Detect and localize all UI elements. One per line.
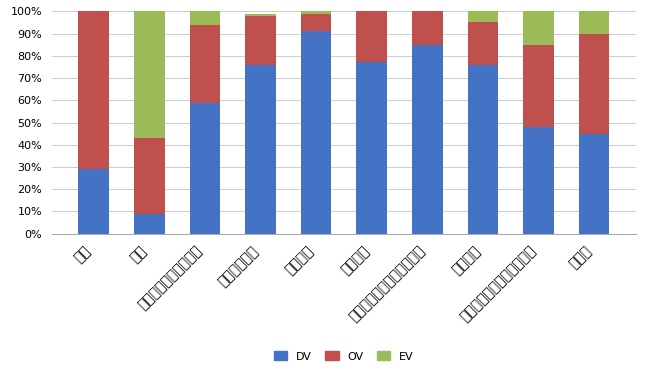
Bar [523,11,554,44]
Bar [190,11,220,25]
Bar [468,65,498,234]
Bar [301,31,332,234]
Bar [79,11,109,169]
Bar [301,11,332,14]
Bar [412,44,443,234]
Bar [412,11,443,44]
Bar [579,134,609,234]
Bar [134,214,165,234]
Bar [523,45,554,127]
Bar [245,16,276,65]
Bar [579,11,609,34]
Bar [190,25,220,103]
Bar [468,11,498,23]
Bar [134,138,165,214]
Bar [523,127,554,234]
Bar [579,34,609,134]
Bar [245,65,276,234]
Bar [79,169,109,234]
Bar [468,23,498,65]
Bar [301,14,332,31]
Bar [356,63,387,234]
Legend: DV, OV, EV: DV, OV, EV [269,347,419,366]
Bar [134,11,165,138]
Bar [356,11,387,63]
Bar [245,14,276,16]
Bar [190,103,220,234]
